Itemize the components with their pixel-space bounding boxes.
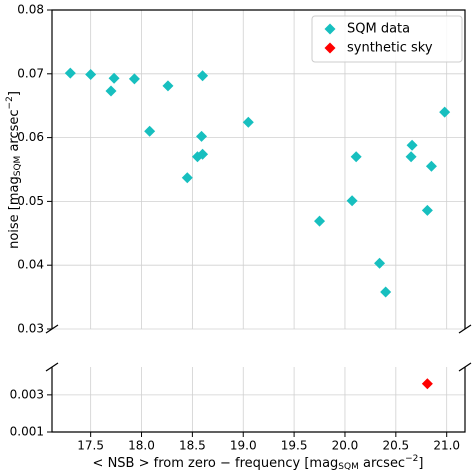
label-part: arcsec xyxy=(359,456,405,471)
bottom-frame xyxy=(51,367,466,433)
label-sub: SQM xyxy=(13,156,23,177)
point xyxy=(421,378,433,390)
point xyxy=(181,172,193,184)
top-frame xyxy=(51,9,466,329)
point xyxy=(196,130,208,142)
point xyxy=(350,151,362,163)
y-tick-label: 0.06 xyxy=(17,130,44,144)
x-tick-label: 18.0 xyxy=(128,439,155,453)
point xyxy=(405,151,417,163)
label-sub: SQM xyxy=(338,462,359,472)
x-tick-label: 20.5 xyxy=(382,439,409,453)
x-axis-label: < NSB > from zero − frequency [magSQM ar… xyxy=(93,454,424,472)
legend: SQM data synthetic sky xyxy=(311,15,463,63)
legend-label: SQM data xyxy=(347,22,410,37)
y-tick-label: 0.05 xyxy=(17,194,44,208)
x-tick-label: 19.0 xyxy=(230,439,257,453)
point xyxy=(314,215,326,227)
point xyxy=(144,125,156,137)
label-part: < NSB > from zero − frequency [mag xyxy=(93,456,339,471)
y-tick-label: 0.08 xyxy=(17,3,44,17)
x-tick-label: 21.0 xyxy=(433,439,460,453)
legend-label: synthetic sky xyxy=(347,41,433,56)
point xyxy=(197,148,209,160)
label-sup: −2 xyxy=(405,454,418,464)
label-part: ] xyxy=(7,91,22,96)
point xyxy=(64,67,76,79)
point xyxy=(425,160,437,172)
point xyxy=(380,286,392,298)
label-part: ] xyxy=(418,456,423,471)
point xyxy=(346,195,358,207)
x-tick-label: 19.5 xyxy=(281,439,308,453)
point xyxy=(105,85,117,97)
y-tick-label: 0.03 xyxy=(17,322,44,336)
marks xyxy=(64,67,451,390)
point xyxy=(85,68,97,80)
y-axis-label: noise [magSQM arcsec−2] xyxy=(5,91,23,249)
x-tick-label: 17.5 xyxy=(77,439,104,453)
label-part: noise [mag xyxy=(7,176,22,249)
x-tick-label: 20.0 xyxy=(332,439,359,453)
label-part: arcsec xyxy=(7,109,22,155)
legend-box xyxy=(311,15,463,63)
x-tick-label: 18.5 xyxy=(179,439,206,453)
point xyxy=(406,139,418,151)
y2-tick-label: 0.003 xyxy=(10,387,44,401)
point xyxy=(421,204,433,216)
y-tick-label: 0.07 xyxy=(17,66,44,80)
point xyxy=(374,257,386,269)
point xyxy=(242,116,254,128)
legend-marker xyxy=(324,42,336,54)
point xyxy=(128,73,140,85)
y2-tick-label: 0.001 xyxy=(10,425,44,439)
point xyxy=(108,72,120,84)
y-tick-label: 0.04 xyxy=(17,258,44,272)
point xyxy=(197,70,209,82)
point xyxy=(162,80,174,92)
point xyxy=(439,106,451,118)
label-sup: −2 xyxy=(5,96,15,109)
legend-marker xyxy=(324,23,336,35)
